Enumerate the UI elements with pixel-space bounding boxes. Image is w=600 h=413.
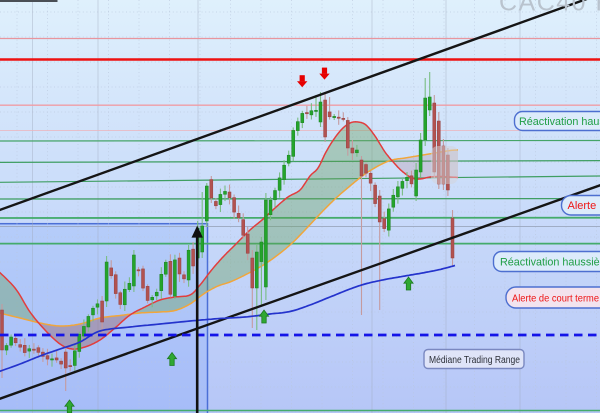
svg-text:Réactivation haussière ct: Réactivation haussière ct	[500, 256, 600, 268]
svg-text:CAC40 R: CAC40 R	[499, 0, 600, 17]
svg-text:Alerte de court terme: Alerte de court terme	[512, 292, 599, 304]
svg-text:Réactivation haussière: Réactivation haussière	[519, 116, 600, 128]
svg-text:Alerte In: Alerte In	[568, 200, 600, 212]
svg-text:Médiane Trading Range: Médiane Trading Range	[429, 355, 520, 366]
